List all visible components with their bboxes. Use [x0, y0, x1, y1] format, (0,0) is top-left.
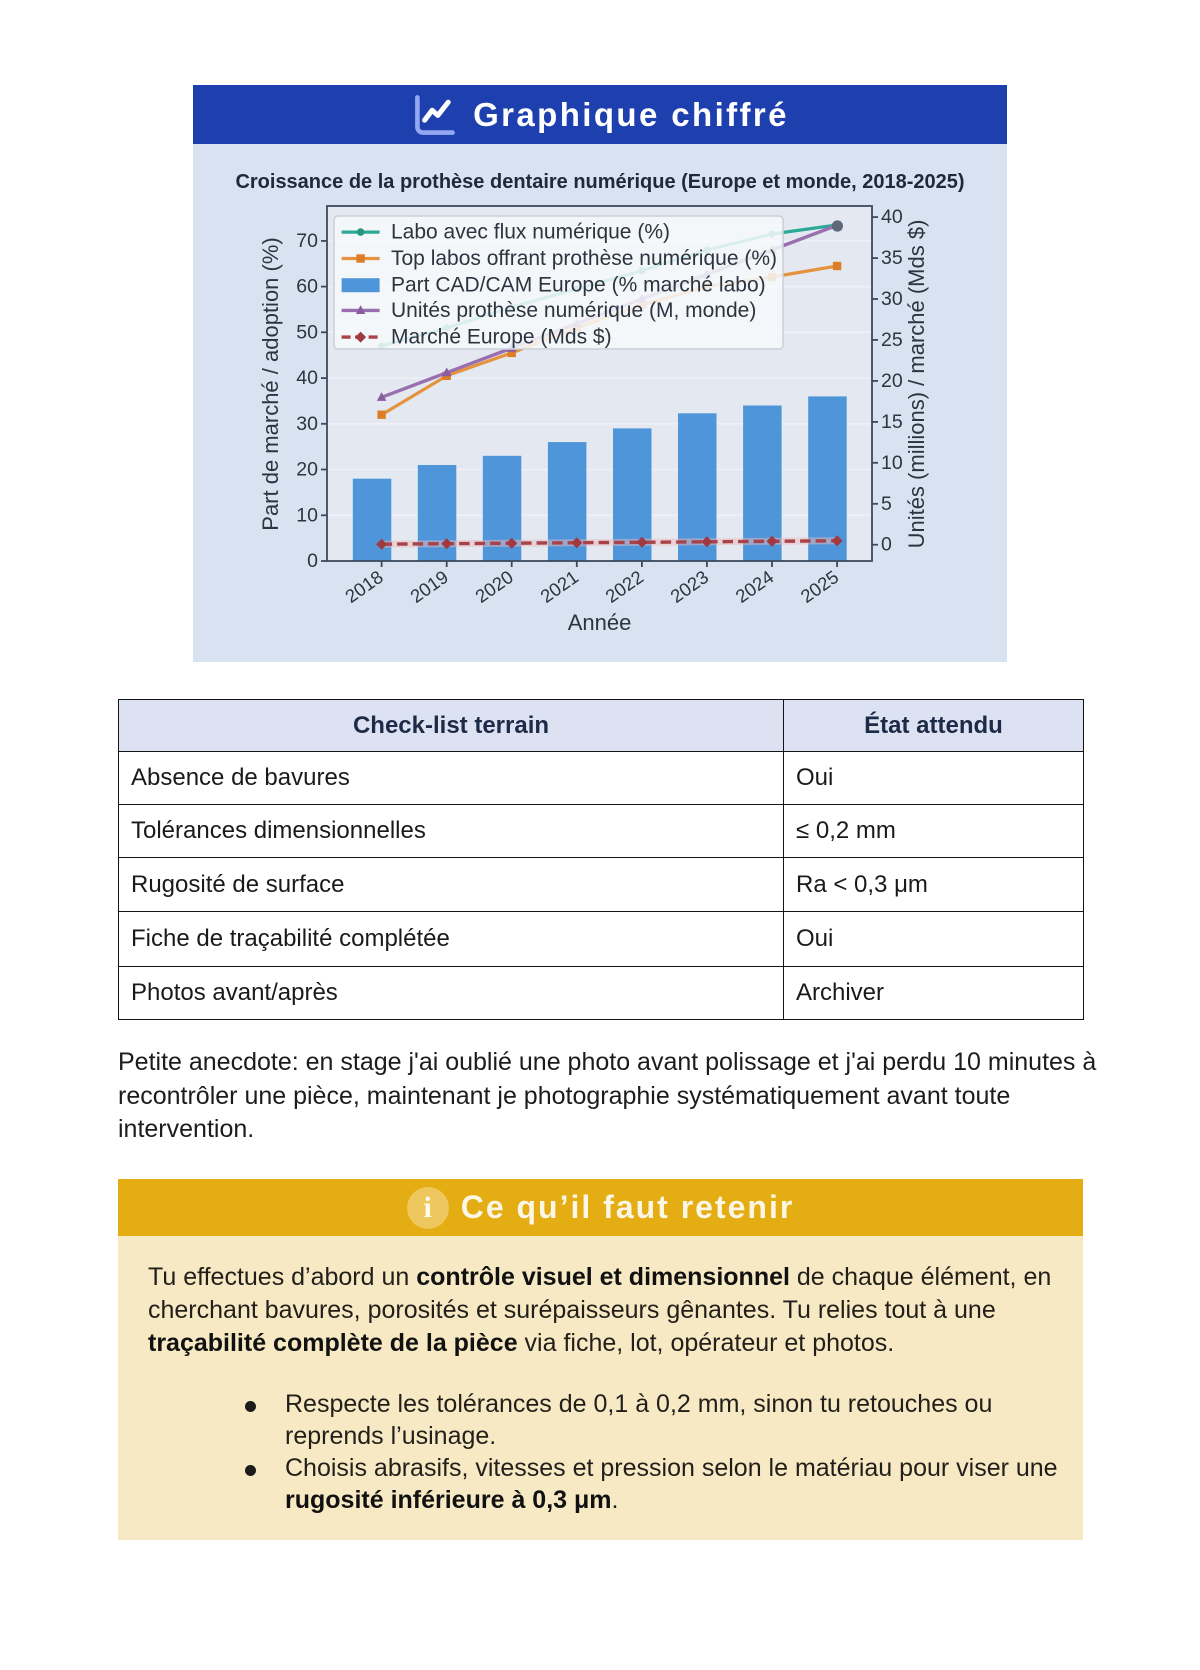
svg-text:2021: 2021 — [536, 566, 582, 607]
svg-text:15: 15 — [881, 411, 903, 433]
svg-text:35: 35 — [881, 247, 903, 269]
svg-text:40: 40 — [881, 206, 903, 228]
svg-text:50: 50 — [296, 321, 318, 343]
svg-text:30: 30 — [296, 413, 318, 435]
svg-text:2023: 2023 — [666, 566, 712, 607]
svg-text:0: 0 — [881, 534, 892, 556]
svg-text:25: 25 — [881, 329, 903, 351]
svg-text:40: 40 — [296, 367, 318, 389]
svg-text:2018: 2018 — [341, 566, 387, 607]
svg-text:2022: 2022 — [601, 566, 647, 607]
svg-text:0: 0 — [307, 550, 318, 572]
svg-text:10: 10 — [881, 452, 903, 474]
svg-text:Unités (millions) / marché (Md: Unités (millions) / marché (Mds $) — [904, 220, 929, 549]
svg-text:Unités prothèse numérique (M,: Unités prothèse numérique (M, monde) — [391, 299, 756, 322]
svg-text:2025: 2025 — [797, 566, 843, 607]
svg-text:Top labos offrant prothèse num: Top labos offrant prothèse numérique (%) — [391, 247, 777, 270]
svg-text:Labo avec flux numérique (%): Labo avec flux numérique (%) — [391, 221, 670, 244]
svg-text:Part CAD/CAM Europe (% marché: Part CAD/CAM Europe (% marché labo) — [391, 274, 766, 297]
svg-text:5: 5 — [881, 493, 892, 515]
svg-text:30: 30 — [881, 288, 903, 310]
svg-text:20: 20 — [296, 459, 318, 481]
svg-text:2020: 2020 — [471, 566, 517, 607]
svg-text:70: 70 — [296, 230, 318, 252]
svg-text:20: 20 — [881, 370, 903, 392]
svg-text:60: 60 — [296, 276, 318, 298]
svg-text:Année: Année — [568, 610, 632, 635]
svg-text:Marché Europe (Mds $): Marché Europe (Mds $) — [391, 326, 612, 349]
svg-text:Part de marché / adoption (%): Part de marché / adoption (%) — [258, 237, 283, 530]
svg-text:2024: 2024 — [732, 566, 778, 607]
svg-text:2019: 2019 — [406, 566, 452, 607]
svg-text:10: 10 — [296, 504, 318, 526]
